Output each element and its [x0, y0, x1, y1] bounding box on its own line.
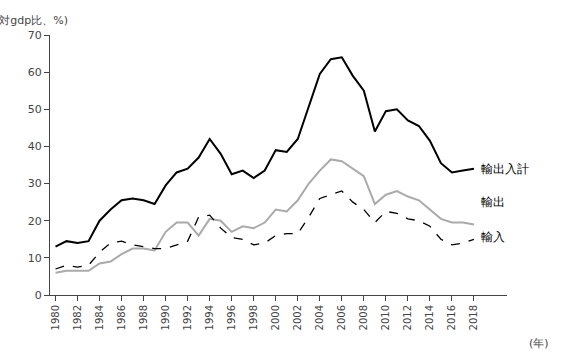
- svg-text:1994: 1994: [204, 305, 215, 330]
- svg-text:1996: 1996: [226, 305, 237, 330]
- svg-text:(年): (年): [529, 337, 549, 350]
- svg-text:30: 30: [28, 177, 42, 190]
- svg-text:1982: 1982: [72, 305, 83, 330]
- svg-text:40: 40: [28, 140, 42, 153]
- svg-text:(対gdp比、%): (対gdp比、%): [0, 14, 68, 27]
- svg-text:1992: 1992: [182, 305, 193, 330]
- svg-text:70: 70: [28, 29, 42, 42]
- svg-text:2018: 2018: [468, 305, 479, 330]
- svg-text:50: 50: [28, 103, 42, 116]
- svg-text:2014: 2014: [424, 305, 435, 330]
- svg-text:2004: 2004: [314, 305, 325, 330]
- svg-text:20: 20: [28, 215, 42, 228]
- svg-text:1988: 1988: [138, 305, 149, 330]
- svg-text:1980: 1980: [50, 305, 61, 330]
- svg-text:1986: 1986: [116, 305, 127, 330]
- svg-text:輸入: 輸入: [481, 230, 505, 244]
- svg-text:2002: 2002: [292, 305, 303, 330]
- svg-text:2000: 2000: [270, 305, 281, 330]
- svg-text:10: 10: [28, 252, 42, 265]
- svg-text:1990: 1990: [160, 305, 171, 330]
- svg-text:2012: 2012: [402, 305, 413, 330]
- svg-text:輸出: 輸出: [481, 195, 505, 209]
- svg-text:2008: 2008: [358, 305, 369, 330]
- svg-text:2016: 2016: [446, 305, 457, 330]
- svg-text:2010: 2010: [380, 305, 391, 330]
- svg-text:2006: 2006: [336, 305, 347, 330]
- svg-text:1984: 1984: [94, 305, 105, 330]
- svg-text:0: 0: [35, 289, 42, 302]
- svg-text:輸出入計: 輸出入計: [481, 162, 529, 176]
- svg-text:1998: 1998: [248, 305, 259, 330]
- svg-text:60: 60: [28, 66, 42, 79]
